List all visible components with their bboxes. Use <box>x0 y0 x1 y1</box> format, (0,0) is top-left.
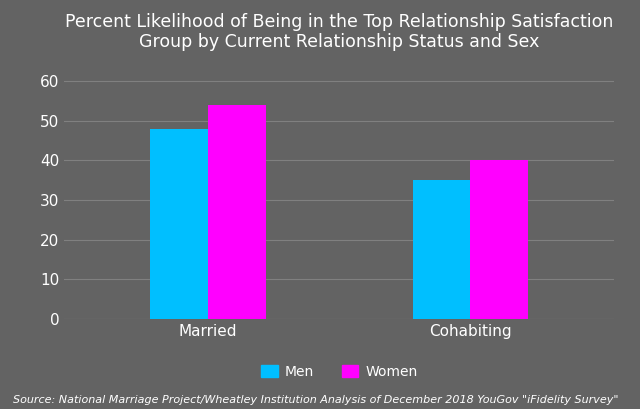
Legend: Men, Women: Men, Women <box>255 360 423 384</box>
Text: Source: National Marriage Project/Wheatley Institution Analysis of December 2018: Source: National Marriage Project/Wheatl… <box>13 395 618 405</box>
Bar <box>208 105 266 319</box>
Bar <box>413 180 470 319</box>
Bar <box>470 160 528 319</box>
Title: Percent Likelihood of Being in the Top Relationship Satisfaction
Group by Curren: Percent Likelihood of Being in the Top R… <box>65 13 613 52</box>
Bar <box>150 129 208 319</box>
